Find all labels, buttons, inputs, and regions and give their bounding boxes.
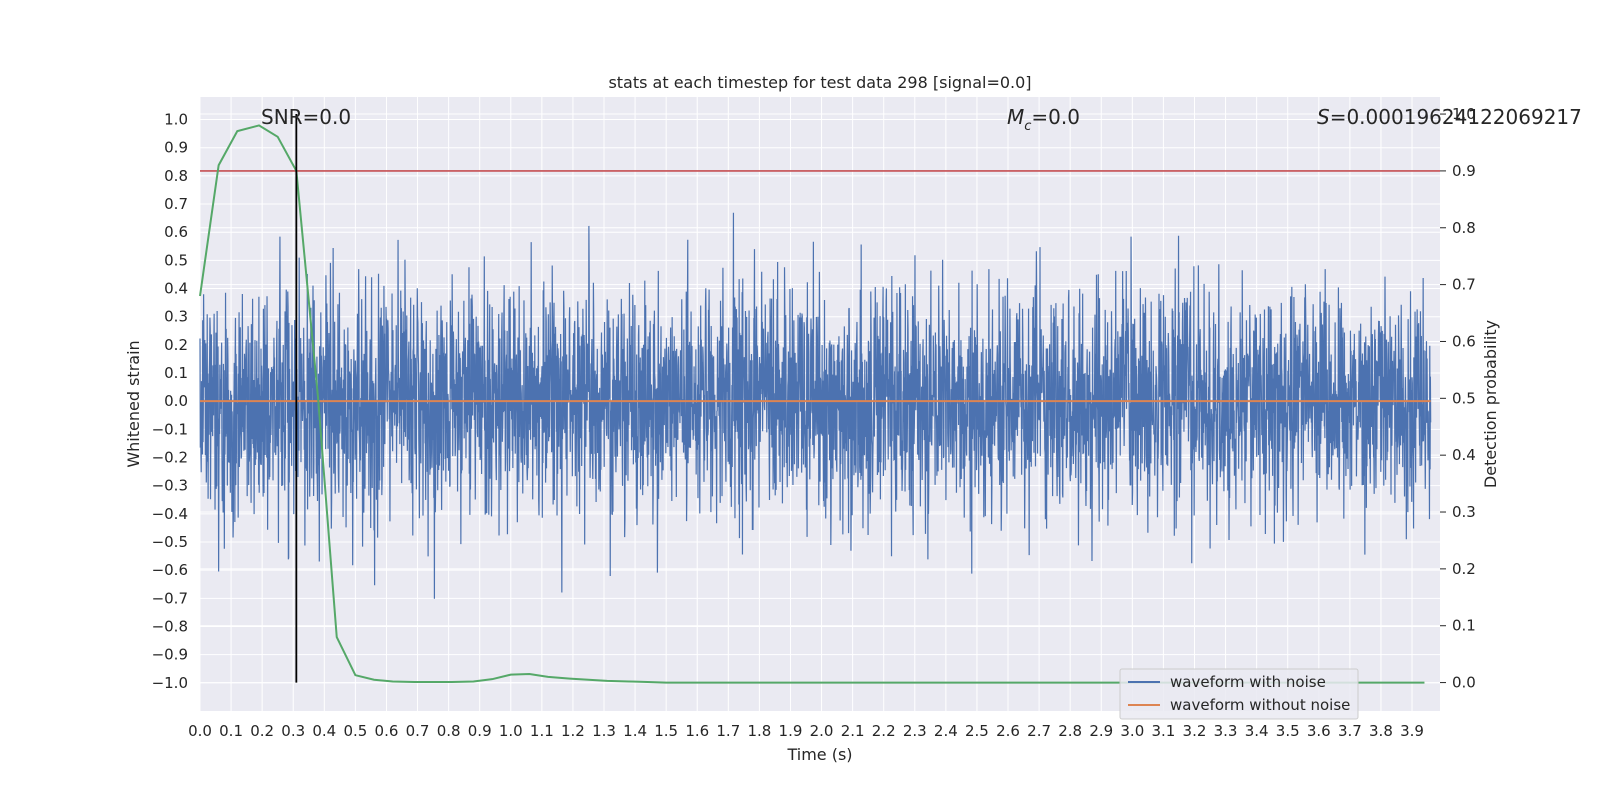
x-tick-label: 0.7: [406, 722, 430, 740]
y-tick-label: 0.3: [164, 308, 188, 326]
x-tick-label: 1.9: [779, 722, 803, 740]
x-tick-label: 3.4: [1245, 722, 1269, 740]
x-tick-label: 3.9: [1400, 722, 1424, 740]
x-tick-label: 3.2: [1183, 722, 1207, 740]
y-tick-label: 0.5: [164, 251, 188, 269]
y2-tick-label: 0.6: [1452, 332, 1476, 350]
y-tick-label: 0.6: [164, 223, 188, 241]
x-tick-label: 0.6: [375, 722, 399, 740]
x-tick-label: 0.8: [437, 722, 461, 740]
x-tick-label: 1.8: [747, 722, 771, 740]
x-tick-label: 0.9: [468, 722, 492, 740]
x-tick-label: 2.7: [1027, 722, 1051, 740]
y-tick-label: −0.6: [152, 561, 188, 579]
y-tick-label: −0.7: [152, 589, 188, 607]
x-tick-label: 3.8: [1369, 722, 1393, 740]
y2-tick-label: 0.8: [1452, 219, 1476, 237]
y-tick-label: 1.0: [164, 111, 188, 129]
legend: waveform with noise waveform without noi…: [1119, 668, 1359, 720]
y-tick-label: 0.2: [164, 336, 188, 354]
x-tick-label: 2.6: [996, 722, 1020, 740]
x-tick-labels: 0.0 0.1 0.2 0.3 0.4 0.5 0.6 0.7 0.8 0.9 1.0 1.1 1.2 1…: [188, 722, 1424, 740]
y-tick-label: −0.5: [152, 533, 188, 551]
waveform-with-noise-line: [199, 212, 1432, 599]
x-tick-label: 1.0: [499, 722, 523, 740]
y2-tick-label: 0.5: [1452, 389, 1476, 407]
x-tick-label: 1.3: [592, 722, 616, 740]
x-tick-label: 3.6: [1307, 722, 1331, 740]
y2-axis-label: Detection probability: [1481, 320, 1500, 488]
x-tick-label: 3.0: [1120, 722, 1144, 740]
y2-tick-label: 0.3: [1452, 503, 1476, 521]
x-tick-label: 2.2: [872, 722, 896, 740]
x-tick-label: 2.9: [1089, 722, 1113, 740]
y-tick-labels: 1.0 0.9 0.8 0.7 0.6 0.5 0.4 0.3 0.2 0.1 0.0 −0.1 −0.…: [152, 111, 188, 692]
y-tick-label: 0.0: [164, 392, 188, 410]
x-tick-label: 0.1: [219, 722, 243, 740]
y-tick-label: 0.8: [164, 167, 188, 185]
chart-title: stats at each timestep for test data 298…: [608, 73, 1031, 92]
x-tick-label: 0.4: [312, 722, 336, 740]
detection-probability-line: [199, 124, 1425, 684]
y-tick-label: 0.9: [164, 139, 188, 157]
legend-label-clean: waveform without noise: [1170, 696, 1350, 714]
x-tick-label: 1.1: [530, 722, 554, 740]
x-tick-label: 0.5: [343, 722, 367, 740]
y-tick-label: −0.9: [152, 646, 188, 664]
x-tick-label: 1.6: [685, 722, 709, 740]
y2-tick-labels: 1.0 0.9 0.8 0.7 0.6 0.5 0.4 0.3 0.2 0.1 0.0: [1440, 105, 1476, 692]
y2-tick-label: 0.9: [1452, 162, 1476, 180]
waveform-with-noise-series: [199, 212, 1432, 599]
x-tick-label: 2.8: [1058, 722, 1082, 740]
y-tick-label: −0.1: [152, 420, 188, 438]
snr-annotation: SNR=0.0: [261, 105, 351, 129]
s-annotation: S=0.00019624122069217: [1317, 105, 1582, 129]
x-tick-label: 0.3: [281, 722, 305, 740]
y-tick-label: 0.1: [164, 364, 188, 382]
x-tick-label: 2.3: [903, 722, 927, 740]
y2-tick-label: 1.0: [1452, 105, 1476, 123]
x-tick-label: 0.2: [250, 722, 274, 740]
y-tick-label: −0.4: [152, 505, 188, 523]
y-tick-label: −1.0: [152, 674, 188, 692]
x-tick-label: 2.5: [965, 722, 989, 740]
x-tick-label: 3.5: [1276, 722, 1300, 740]
y2-tick-label: 0.7: [1452, 276, 1476, 294]
x-axis-label: Time (s): [786, 745, 852, 764]
y-axis-label: Whitened strain: [124, 340, 143, 467]
y-tick-label: −0.3: [152, 477, 188, 495]
y2-tick-label: 0.2: [1452, 560, 1476, 578]
x-tick-label: 2.4: [934, 722, 958, 740]
x-tick-label: 3.3: [1214, 722, 1238, 740]
legend-label-noise: waveform with noise: [1170, 673, 1326, 691]
x-tick-label: 1.5: [654, 722, 678, 740]
y2-tick-label: 0.0: [1452, 674, 1476, 692]
x-tick-label: 2.0: [810, 722, 834, 740]
chirp-mass-annotation: Mc=0.0: [1007, 105, 1080, 134]
x-tick-label: 1.7: [716, 722, 740, 740]
x-tick-label: 2.1: [841, 722, 865, 740]
y2-tick-label: 0.1: [1452, 617, 1476, 635]
y2-tick-label: 0.4: [1452, 446, 1476, 464]
x-tick-label: 0.0: [188, 722, 212, 740]
x-tick-label: 1.2: [561, 722, 585, 740]
y-tick-label: 0.4: [164, 280, 188, 298]
x-tick-label: 1.4: [623, 722, 647, 740]
y-tick-label: −0.8: [152, 618, 188, 636]
x-tick-label: 3.7: [1338, 722, 1362, 740]
x-tick-label: 3.1: [1151, 722, 1175, 740]
y-tick-label: 0.7: [164, 195, 188, 213]
legend-box: [1119, 668, 1359, 720]
y-tick-label: −0.2: [152, 449, 188, 467]
